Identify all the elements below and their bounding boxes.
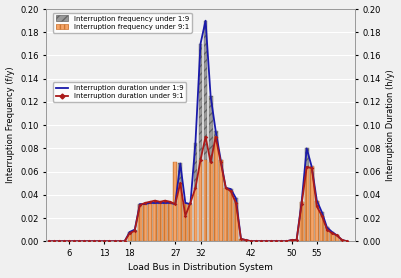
Interruption duration under 1:9 xyxy=(132,228,137,231)
Bar xyxy=(163,203,167,241)
Bar xyxy=(178,183,182,241)
Bar xyxy=(153,204,157,241)
Bar xyxy=(300,202,304,241)
Line: Interruption duration under 9:1: Interruption duration under 9:1 xyxy=(48,135,348,242)
Bar xyxy=(290,240,294,241)
Interruption duration under 9:1 xyxy=(345,240,350,243)
Bar xyxy=(173,162,177,241)
Bar xyxy=(158,204,162,241)
Bar xyxy=(138,204,142,241)
Bar xyxy=(214,137,218,241)
Legend: Interruption duration under 1:9, Interruption duration under 9:1: Interruption duration under 1:9, Interru… xyxy=(53,82,186,102)
Interruption duration under 1:9 xyxy=(122,240,127,243)
Bar xyxy=(204,21,207,241)
Bar xyxy=(209,96,213,241)
Bar xyxy=(153,203,157,241)
Bar xyxy=(143,205,147,241)
Interruption duration under 1:9 xyxy=(142,202,147,206)
Bar xyxy=(198,44,203,241)
Bar xyxy=(295,240,298,241)
Bar xyxy=(325,227,329,241)
Bar xyxy=(209,162,213,241)
Bar xyxy=(244,240,248,241)
Bar xyxy=(183,203,187,241)
Interruption duration under 9:1 xyxy=(97,240,102,243)
Interruption duration under 1:9 xyxy=(148,201,152,205)
Bar xyxy=(173,204,177,241)
Bar xyxy=(340,240,344,241)
Bar xyxy=(188,204,192,241)
Bar xyxy=(138,205,142,241)
Bar xyxy=(224,188,228,241)
Bar xyxy=(168,204,172,241)
Bar xyxy=(133,230,137,241)
Bar xyxy=(295,240,298,241)
Bar xyxy=(229,191,233,241)
Interruption duration under 1:9 xyxy=(97,240,102,243)
Bar xyxy=(300,202,304,241)
Bar xyxy=(148,204,152,241)
Bar xyxy=(325,227,329,241)
Interruption duration under 9:1 xyxy=(47,240,51,243)
Interruption duration under 9:1 xyxy=(203,135,208,138)
Bar xyxy=(198,160,203,241)
Line: Interruption duration under 1:9: Interruption duration under 1:9 xyxy=(49,21,347,241)
Bar xyxy=(310,166,314,241)
Bar xyxy=(224,188,228,241)
Bar xyxy=(194,188,197,241)
Bar xyxy=(178,163,182,241)
Bar xyxy=(214,131,218,241)
Bar xyxy=(204,160,207,241)
Bar xyxy=(168,203,172,241)
Bar xyxy=(340,240,344,241)
Bar xyxy=(315,201,319,241)
Bar xyxy=(335,235,339,241)
Y-axis label: Interruption Frequency (f/y): Interruption Frequency (f/y) xyxy=(6,67,14,183)
Bar xyxy=(188,205,192,241)
Bar xyxy=(244,240,248,241)
Bar xyxy=(315,201,319,241)
Interruption duration under 9:1 xyxy=(122,240,127,243)
Bar xyxy=(305,167,309,241)
Bar xyxy=(290,240,294,241)
Interruption duration under 9:1 xyxy=(132,229,137,232)
Interruption duration under 1:9 xyxy=(345,240,350,243)
Bar xyxy=(239,239,243,241)
Bar xyxy=(128,232,132,241)
Bar xyxy=(219,160,223,241)
Bar xyxy=(133,231,137,241)
Bar xyxy=(229,189,233,241)
Bar xyxy=(148,203,152,241)
Interruption duration under 9:1 xyxy=(142,201,147,205)
Bar xyxy=(305,148,309,241)
Bar xyxy=(234,203,238,241)
Interruption duration under 1:9 xyxy=(203,19,208,22)
Interruption duration under 1:9 xyxy=(47,240,51,243)
Bar xyxy=(158,203,162,241)
Bar xyxy=(194,143,197,241)
Bar xyxy=(330,232,334,241)
Bar xyxy=(239,239,243,241)
Bar xyxy=(320,216,324,241)
X-axis label: Load Bus in Distribution System: Load Bus in Distribution System xyxy=(128,264,273,272)
Bar xyxy=(219,160,223,241)
Interruption duration under 9:1 xyxy=(239,237,243,240)
Y-axis label: Interruption Duration (h/y): Interruption Duration (h/y) xyxy=(387,69,395,181)
Bar xyxy=(163,204,167,241)
Bar xyxy=(335,235,339,241)
Bar xyxy=(128,233,132,241)
Bar xyxy=(234,198,238,241)
Interruption duration under 1:9 xyxy=(239,237,243,240)
Interruption duration under 9:1 xyxy=(148,200,152,203)
Bar xyxy=(143,204,147,241)
Bar xyxy=(330,233,334,241)
Bar xyxy=(320,212,324,241)
Bar xyxy=(310,167,314,241)
Bar xyxy=(183,203,187,241)
